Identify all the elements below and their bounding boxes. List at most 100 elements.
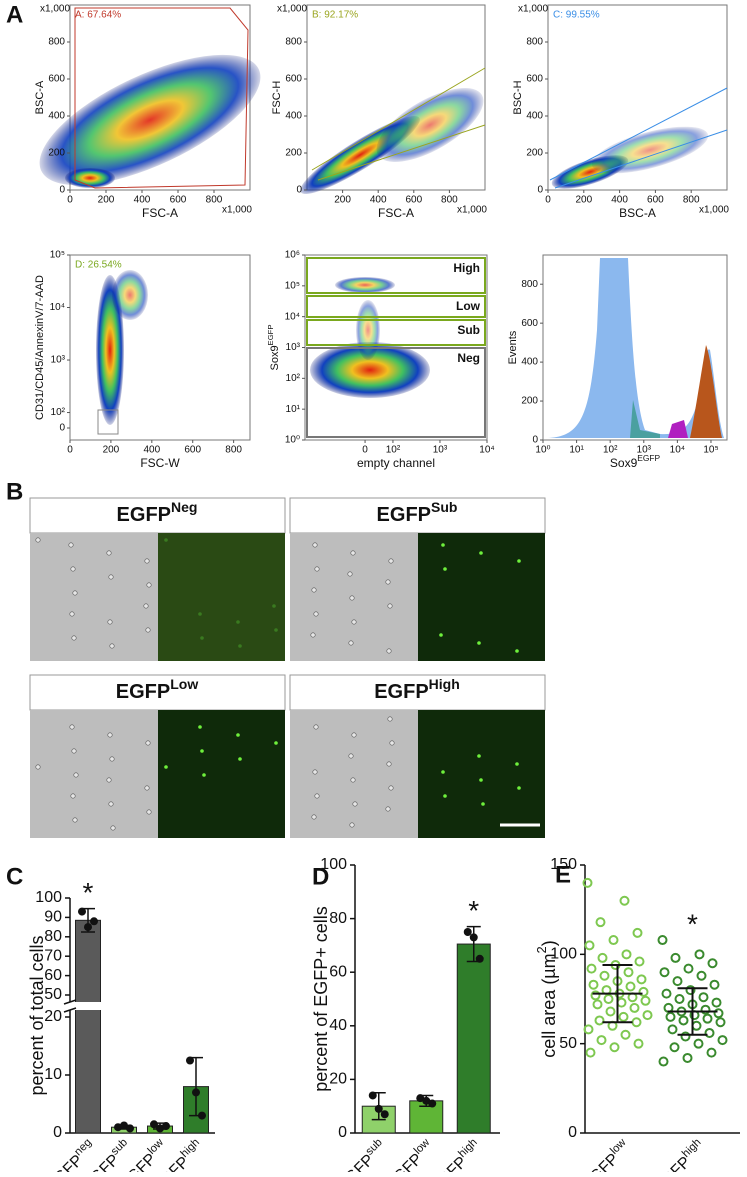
y-tick-label: 90	[44, 909, 62, 926]
y-tick-label: 600	[521, 318, 538, 329]
gate	[306, 319, 486, 346]
cell	[387, 603, 393, 609]
image-title: EGFPNeg	[117, 499, 198, 527]
cell	[110, 825, 116, 831]
text-tail: )	[539, 940, 559, 946]
y-tick-label: 800	[48, 37, 65, 48]
brightfield-image	[30, 533, 158, 661]
cell	[107, 619, 113, 625]
fluorescent-cell	[238, 644, 242, 648]
cell	[72, 590, 78, 596]
text-sup: EGFP	[266, 324, 275, 345]
cell	[145, 740, 151, 746]
fluorescent-cell	[481, 802, 485, 806]
gate	[554, 129, 728, 189]
x-tick-label: 10⁴	[479, 445, 494, 456]
data-point	[597, 952, 608, 963]
cell	[69, 611, 75, 617]
data-point	[120, 1121, 128, 1130]
x-tick-label: 800	[683, 195, 700, 206]
x-tick-label: 0	[67, 195, 73, 206]
x-axis-label: Sox9EGFP	[610, 453, 661, 470]
cell	[349, 595, 355, 601]
data-point	[186, 1056, 194, 1065]
y-axis-label: cell area (µm2)	[535, 940, 558, 1057]
panel-label: B	[6, 478, 23, 505]
x-tick-label: GFPhigh	[657, 1136, 710, 1172]
cell	[107, 732, 113, 738]
y-tick-label: 10	[44, 1066, 62, 1083]
cell	[314, 793, 320, 799]
data-point	[698, 992, 709, 1003]
data-point	[700, 1004, 711, 1015]
data-point	[659, 967, 670, 978]
y-tick-label: 0	[53, 1124, 62, 1141]
fluorescent-cell	[515, 649, 519, 653]
x-tick-label: 400	[370, 195, 387, 206]
data-point	[585, 1047, 596, 1058]
y-tick-label: 60	[329, 963, 347, 980]
y-tick-label: 0	[568, 1124, 577, 1141]
text-base: EGFP	[374, 681, 428, 703]
x-axis-label: FSC-A	[142, 206, 178, 220]
cell	[68, 542, 74, 548]
cell	[35, 537, 41, 543]
data-point	[198, 1111, 206, 1120]
gate-label: High	[453, 261, 480, 275]
histogram-area	[548, 258, 724, 438]
gate	[311, 67, 486, 171]
data-point	[672, 976, 683, 987]
data-point	[595, 917, 606, 928]
image-title-box	[29, 674, 286, 711]
x-tick-label: 10³	[433, 445, 448, 456]
data-point	[706, 1047, 717, 1058]
fluorescent-cell	[200, 749, 204, 753]
image-title-box	[29, 497, 286, 534]
significance-marker: *	[83, 877, 94, 908]
data-point	[588, 979, 599, 990]
x-multiplier: x1,000	[699, 205, 729, 216]
text-sup: EGFP	[637, 453, 660, 463]
density-cloud	[356, 300, 380, 360]
cell	[311, 814, 317, 820]
text-base: cell area (µm	[539, 953, 559, 1057]
cell	[143, 603, 149, 609]
cell	[386, 648, 392, 654]
cell	[106, 550, 112, 556]
data-point	[608, 935, 619, 946]
y-tick-label: 10⁴	[285, 311, 300, 322]
significance-marker: *	[687, 908, 698, 939]
x-tick-label: 10²	[603, 445, 618, 456]
fluorescent-cell	[238, 757, 242, 761]
gate-label: C: 99.55%	[553, 10, 600, 21]
density-cloud	[112, 270, 148, 320]
fluorescent-cell	[517, 786, 521, 790]
x-tick-label: 0	[67, 445, 73, 456]
y-tick-label: 50	[44, 986, 62, 1003]
cell	[69, 724, 75, 730]
y-axis-label: Events	[507, 330, 519, 364]
y-tick-label: 0	[537, 185, 543, 196]
y-tick-label: 10⁶	[285, 250, 300, 261]
brightfield-image	[30, 710, 158, 838]
data-point	[633, 1038, 644, 1049]
data-point	[678, 1015, 689, 1026]
y-tick-label: 0	[338, 1124, 347, 1141]
data-point	[78, 907, 86, 916]
y-tick-label: 0	[296, 185, 302, 196]
fluorescence-image	[158, 533, 285, 661]
fluorescent-cell	[272, 604, 276, 608]
cell	[350, 777, 356, 783]
fluorescent-cell	[164, 538, 168, 542]
cell	[35, 764, 41, 770]
text-base: Sox9	[610, 456, 638, 470]
data-point	[683, 963, 694, 974]
y-tick-label: 600	[526, 74, 543, 85]
fluorescent-cell	[236, 733, 240, 737]
x-tick-label: 10²	[386, 445, 401, 456]
y-tick-label: 400	[526, 111, 543, 122]
text-sup: High	[429, 676, 460, 692]
data-point	[594, 1015, 605, 1026]
data-point	[84, 923, 92, 932]
